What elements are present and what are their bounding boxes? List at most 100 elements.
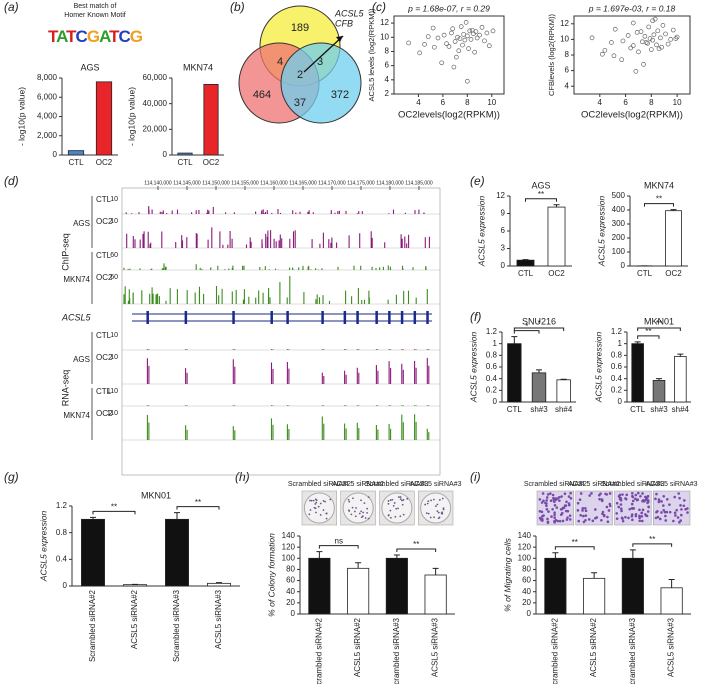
- x-tick-label: 4: [416, 98, 421, 107]
- cell: [616, 517, 619, 520]
- chart-title: MKN74: [644, 180, 674, 190]
- colony: [364, 502, 366, 504]
- y-tick-label: 12: [560, 19, 569, 28]
- cell: [666, 498, 669, 501]
- colony: [320, 503, 322, 505]
- point: [474, 30, 478, 34]
- track-signal: [124, 263, 426, 270]
- x-tick-label: 4: [598, 98, 603, 107]
- y-tick-label: 100: [612, 247, 626, 256]
- gene-exon: [426, 311, 429, 324]
- colony: [428, 513, 430, 515]
- motif-letter: C: [76, 27, 88, 46]
- significance-bracket: [633, 544, 672, 547]
- coord-label: 114,170,000: [318, 180, 346, 186]
- significance-label: **: [656, 195, 662, 204]
- cell: [594, 508, 597, 511]
- cell: [674, 512, 677, 515]
- cell: [621, 517, 624, 520]
- colony: [348, 510, 350, 512]
- y-tick-label: 4: [565, 81, 570, 90]
- colony: [424, 504, 426, 506]
- point: [482, 39, 486, 43]
- gene-exon: [375, 311, 378, 324]
- cell: [542, 499, 545, 502]
- cell: [660, 500, 663, 503]
- colony: [441, 512, 443, 514]
- colony: [348, 501, 350, 503]
- cell: [539, 510, 542, 513]
- track-frame: [122, 188, 440, 475]
- colony: [388, 503, 390, 505]
- significance-bracket: [645, 204, 674, 207]
- venn-count: 4: [277, 56, 283, 68]
- cell: [547, 493, 550, 496]
- y-tick-label: 500: [612, 191, 626, 200]
- cell: [631, 503, 634, 506]
- error-bar: [552, 553, 558, 559]
- chart-title: AGS: [80, 62, 99, 72]
- colony: [326, 518, 328, 520]
- x-axis-title: OC2levels(log2(RPKM)): [581, 110, 683, 121]
- colony-dish: [382, 493, 412, 523]
- gene-exon: [232, 311, 235, 324]
- y-axis-title: ACSL5 expression: [38, 511, 48, 583]
- cell: [635, 515, 638, 518]
- colony: [397, 507, 399, 509]
- point: [658, 36, 662, 40]
- point: [671, 28, 675, 32]
- y-tick-label: 40,000: [143, 99, 168, 108]
- cell: [546, 508, 549, 511]
- x-tick-label: sh#4: [555, 405, 573, 414]
- point: [465, 79, 469, 83]
- cell: [565, 504, 568, 507]
- point: [643, 34, 647, 38]
- point: [621, 39, 625, 43]
- cell: [546, 496, 549, 499]
- error-bar: [511, 337, 517, 344]
- y-tick-label: 60: [522, 576, 531, 585]
- colony: [406, 498, 408, 500]
- significance-bracket: [319, 546, 358, 549]
- cell: [686, 511, 689, 514]
- y-tick-label: 0.4: [486, 374, 498, 383]
- y-tick-label: 10: [560, 35, 569, 44]
- cell: [639, 495, 642, 498]
- colony: [366, 508, 368, 510]
- assay-label: RNA-seq: [60, 370, 70, 407]
- point: [639, 30, 643, 34]
- significance-bracket: [638, 336, 659, 339]
- cell: [674, 514, 677, 517]
- x-tick-label: 10: [487, 98, 496, 107]
- cell: [662, 504, 665, 507]
- colony: [443, 507, 445, 509]
- coord-label: 114,145,000: [173, 180, 201, 186]
- significance-label: **: [572, 538, 578, 547]
- x-tick-label: Scrambled siRNA#2: [314, 617, 323, 684]
- colony: [399, 515, 401, 517]
- point: [469, 37, 473, 41]
- coord-label: 114,175,000: [347, 180, 375, 186]
- track-signal: [147, 414, 428, 440]
- x-tick-label: ACSL5 siRNA#2: [130, 589, 139, 649]
- motif-title: Homer Known Motif: [64, 12, 126, 19]
- point: [480, 25, 484, 29]
- colony: [430, 517, 432, 519]
- point: [473, 50, 477, 54]
- panel-label: (h): [235, 470, 250, 484]
- point: [457, 49, 461, 53]
- error-bar: [591, 573, 597, 579]
- colony: [442, 498, 444, 500]
- cell: [638, 519, 641, 522]
- panel-label: (a): [4, 0, 19, 14]
- panel-label: (g): [4, 470, 19, 484]
- point: [649, 48, 653, 52]
- colony: [310, 509, 312, 511]
- point: [449, 31, 453, 35]
- gene-label: ACSL5: [61, 312, 92, 322]
- point: [656, 29, 660, 33]
- cell: [632, 507, 635, 510]
- cell: [637, 492, 640, 495]
- cell: [624, 516, 627, 519]
- y-tick-label: 0: [501, 261, 506, 270]
